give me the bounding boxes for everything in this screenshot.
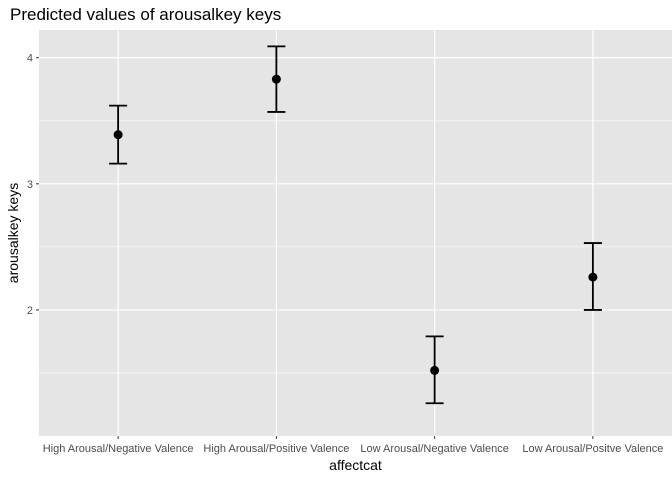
y-tick-label: 2 <box>27 305 33 317</box>
x-tick-label: Low Arousal/Positve Valence <box>522 443 663 455</box>
chart-title: Predicted values of arousalkey keys <box>10 5 281 24</box>
x-tick-label: High Arousal/Negative Valence <box>43 443 194 455</box>
plot-panel <box>39 30 672 436</box>
y-axis-title: arousalkey keys <box>5 183 21 283</box>
data-point <box>113 130 123 140</box>
x-tick-label: High Arousal/Positive Valence <box>203 443 349 455</box>
data-point <box>588 272 598 282</box>
data-point <box>271 74 281 84</box>
data-point <box>430 365 440 375</box>
x-tick-label: Low Arousal/Negative Valence <box>360 443 508 455</box>
x-axis-title: affectcat <box>329 457 382 473</box>
y-tick-label: 4 <box>27 53 33 65</box>
y-tick-label: 3 <box>27 179 33 191</box>
